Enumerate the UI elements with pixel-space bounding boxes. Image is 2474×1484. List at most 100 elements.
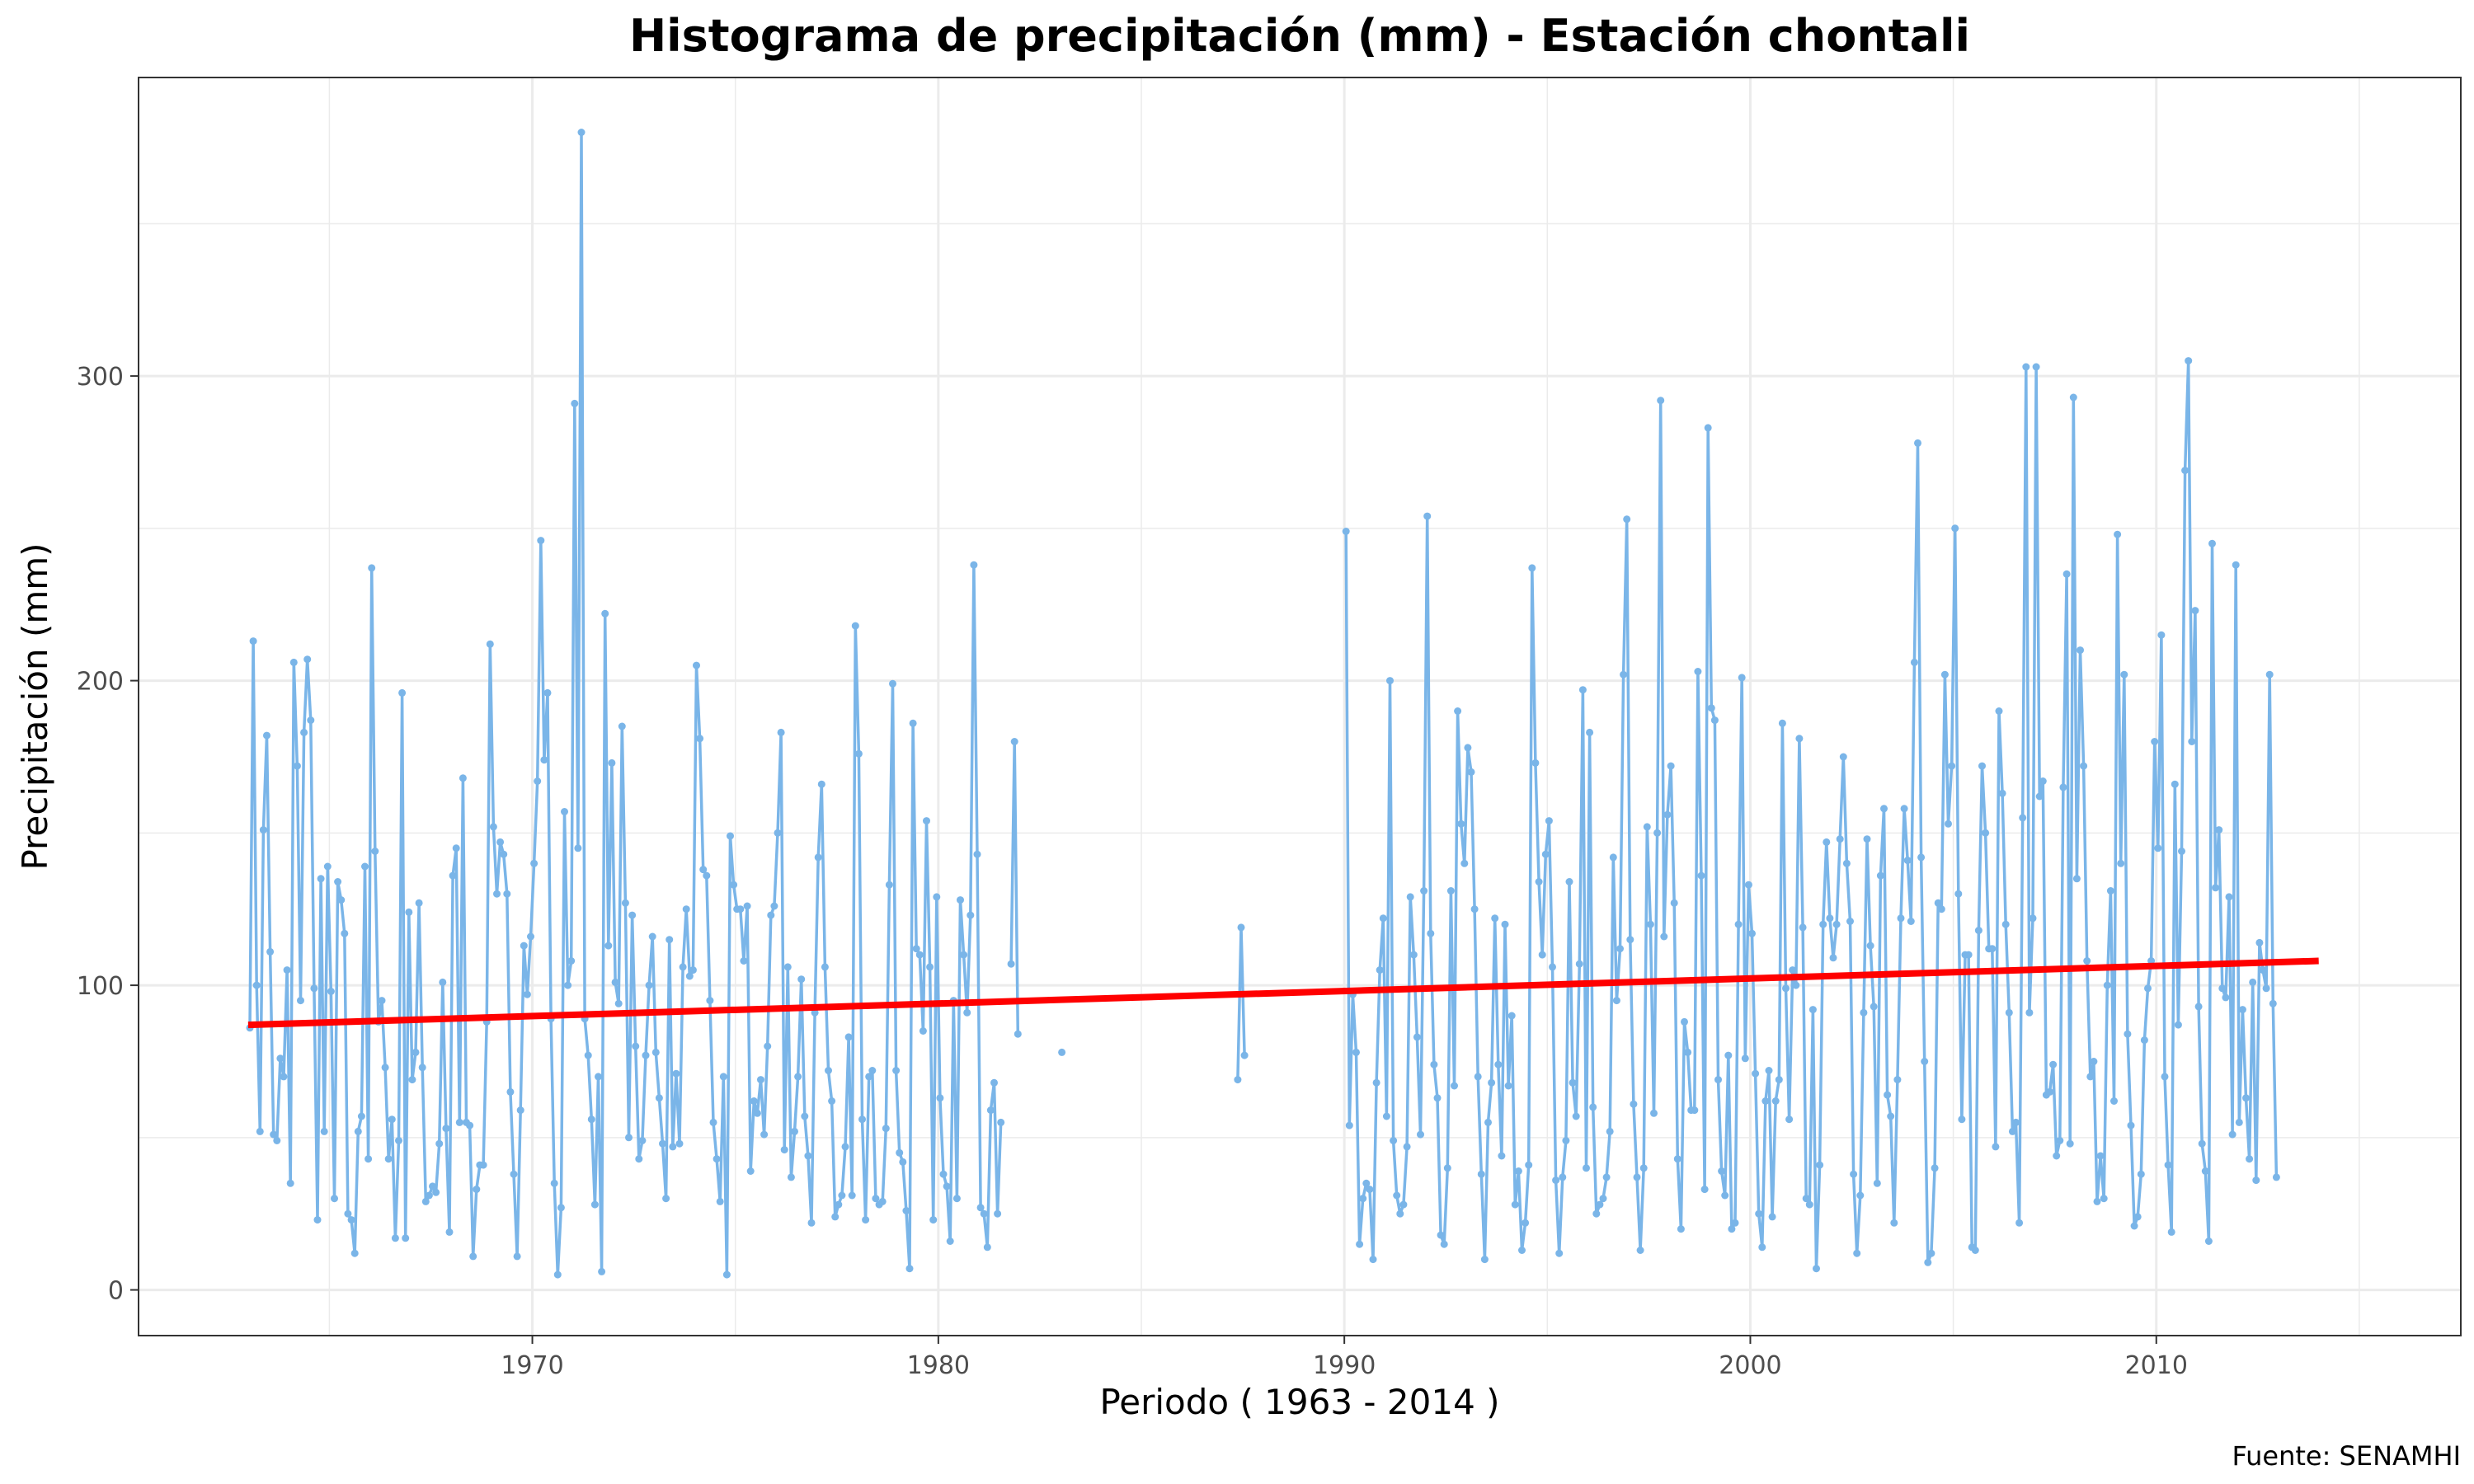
data-point (1443, 1164, 1451, 1172)
data-point (1578, 686, 1587, 694)
data-point (590, 1200, 599, 1209)
data-point (2151, 738, 2159, 745)
data-point (1440, 1240, 1448, 1248)
data-point (1549, 963, 1556, 971)
data-point (1369, 1256, 1377, 1264)
data-point (2181, 467, 2189, 475)
data-point (1460, 859, 1469, 867)
data-point (929, 1216, 938, 1224)
data-point (1007, 960, 1015, 968)
data-point (1362, 1179, 1371, 1187)
data-point (473, 1186, 481, 1194)
data-point (2242, 1094, 2250, 1102)
data-point (2228, 1130, 2236, 1139)
data-point (2272, 1173, 2280, 1181)
data-point (2130, 1222, 2138, 1230)
data-point (783, 963, 792, 971)
data-point (2039, 777, 2047, 785)
data-point (1477, 1170, 1485, 1178)
data-point (1893, 1076, 1902, 1084)
data-point (2053, 1152, 2061, 1160)
data-point (1721, 1191, 1729, 1200)
data-point (2035, 792, 2044, 801)
data-point (804, 1152, 812, 1160)
data-point (2059, 783, 2067, 791)
data-point (561, 808, 568, 815)
data-point (926, 963, 934, 971)
data-point (263, 731, 270, 740)
data-point (2083, 957, 2091, 965)
data-point (2198, 1139, 2206, 1148)
data-point (1620, 670, 1628, 679)
data-point (777, 728, 785, 736)
data-point (696, 735, 704, 743)
y-tick-label: 100 (77, 972, 124, 1001)
data-point (943, 1182, 951, 1190)
data-point (608, 758, 616, 767)
data-point (621, 899, 629, 907)
data-point (1417, 1130, 1424, 1139)
data-point (1873, 1179, 1881, 1187)
data-point (1504, 1082, 1512, 1090)
data-point (919, 1027, 927, 1035)
data-point (506, 1087, 515, 1096)
data-point (510, 1170, 518, 1178)
data-point (2072, 875, 2081, 883)
data-point (280, 1073, 288, 1081)
data-point (1643, 823, 1651, 831)
data-point (689, 966, 697, 974)
data-point (1545, 817, 1553, 825)
data-point (2096, 1152, 2105, 1160)
data-point (970, 561, 978, 569)
data-point (1937, 905, 1945, 913)
data-point (1592, 1209, 1601, 1218)
source-caption: Fuente: SENAMHI (2232, 1440, 2461, 1472)
data-point (2215, 826, 2223, 834)
data-point (1494, 1060, 1503, 1068)
data-point (2093, 1197, 2101, 1205)
data-point (354, 1127, 362, 1135)
data-point (1240, 1051, 1249, 1059)
data-point (2080, 762, 2088, 770)
data-point (2262, 984, 2270, 993)
data-point (1609, 853, 1617, 862)
precipitation-series (246, 129, 2280, 1279)
data-point (553, 1270, 562, 1279)
data-point (666, 936, 674, 944)
data-point (791, 1127, 798, 1135)
data-point (289, 658, 298, 666)
data-point (2201, 1167, 2209, 1175)
data-point (902, 1207, 910, 1214)
data-point (557, 1204, 565, 1212)
data-point (259, 826, 267, 834)
data-point (331, 1195, 338, 1203)
data-point (598, 1267, 606, 1275)
data-point (2232, 561, 2240, 569)
data-point (2103, 981, 2111, 989)
data-point (1951, 524, 1959, 533)
data-point (2127, 1121, 2135, 1129)
data-point (770, 902, 778, 910)
data-point (469, 1252, 477, 1261)
x-tick-label: 1990 (1313, 1351, 1376, 1380)
data-point (825, 1067, 832, 1074)
data-point (967, 911, 975, 919)
data-point (439, 978, 447, 986)
data-point (587, 1115, 595, 1124)
data-point (283, 966, 291, 974)
data-point (2001, 920, 2010, 928)
data-point (662, 1195, 670, 1203)
data-point (844, 1033, 853, 1041)
data-point (421, 1197, 430, 1205)
data-point (811, 1008, 819, 1017)
data-point (912, 945, 920, 953)
data-point (496, 838, 505, 846)
data-point (1667, 762, 1675, 770)
data-point (317, 875, 325, 883)
data-point (952, 1195, 961, 1203)
data-point (672, 1069, 680, 1078)
data-point (1565, 878, 1573, 885)
data-point (642, 1051, 650, 1059)
data-point (1423, 512, 1432, 520)
data-point (1569, 1078, 1577, 1087)
